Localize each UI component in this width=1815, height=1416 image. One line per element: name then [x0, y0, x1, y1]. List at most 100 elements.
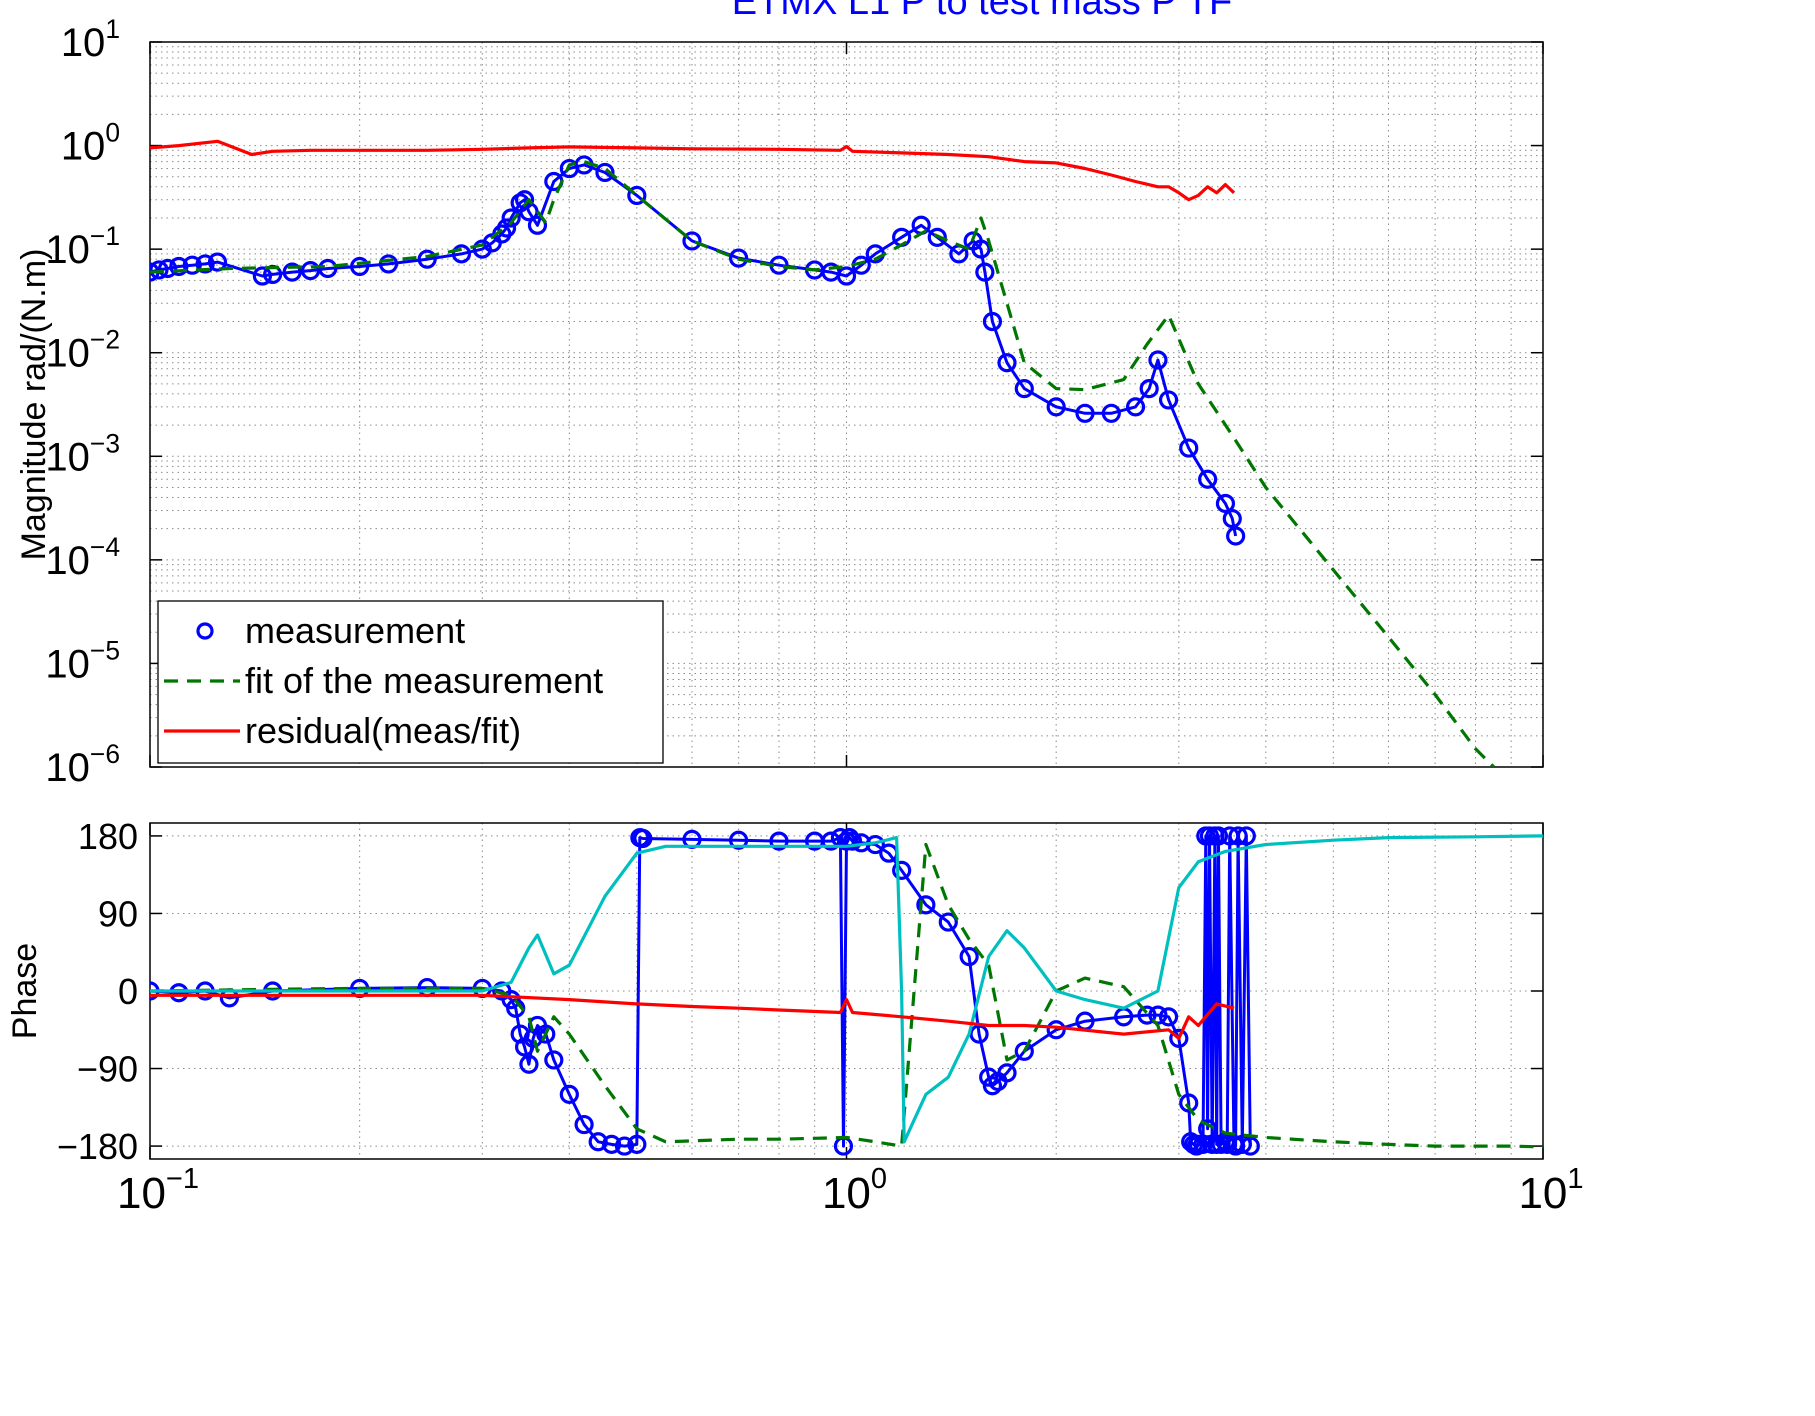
legend: measurement fit of the measurement residua… — [157, 600, 664, 764]
y-tick-label: −90 — [77, 1049, 138, 1090]
measurement-point — [1101, 403, 1121, 423]
measurement-point — [836, 266, 857, 286]
measurement-point — [602, 1134, 622, 1154]
measurement-line — [150, 163, 1238, 537]
measurement-point — [182, 255, 202, 275]
measurement-point — [1228, 826, 1248, 846]
measurement-point — [927, 227, 947, 247]
measurement-point — [1014, 379, 1034, 399]
measurement-point — [1075, 403, 1095, 423]
measurement-point — [207, 252, 228, 272]
measurement-point — [1226, 526, 1246, 546]
series-4-line — [150, 993, 1235, 1041]
y-tick-label: 10−4 — [45, 532, 120, 583]
measurement-point — [519, 202, 539, 222]
y-tick-exp: 0 — [105, 118, 120, 148]
measurement-point — [514, 190, 535, 210]
y-tick-exp: −3 — [90, 428, 120, 458]
measurement-point — [979, 1067, 999, 1087]
measurement-point — [1208, 826, 1229, 846]
measurement-point — [252, 266, 272, 286]
x-tick-base: 10 — [1518, 1169, 1567, 1218]
measurement-point — [997, 1063, 1017, 1083]
figure-title: ETMX L1 P to test mass P TF — [732, 0, 1233, 23]
x-tick-exp: 0 — [871, 1163, 887, 1195]
series-3-line — [150, 834, 1543, 1144]
plot-area — [150, 139, 1495, 767]
measurement-point — [1046, 1020, 1066, 1040]
measurement-point — [282, 262, 302, 282]
measurement-point — [959, 946, 979, 967]
y-tick-label: 10−5 — [45, 635, 120, 686]
measurement-point — [1169, 1028, 1189, 1048]
fit-of-the-measurement-line — [150, 842, 1543, 1149]
x-tick-label: 10−1 — [117, 1163, 199, 1218]
measurement-point — [1046, 397, 1066, 417]
y-tick-exp: −2 — [90, 325, 120, 355]
y-tick-base: 10 — [61, 125, 106, 169]
measurement-point — [536, 1024, 556, 1044]
measurement-point — [195, 254, 215, 274]
residual-meas-fit-line — [150, 139, 1236, 202]
measurement-point — [627, 185, 647, 206]
magnitude-plot: 10110010−110−210−310−410−510−6Magnitude … — [15, 14, 1544, 790]
measurement-point — [614, 1136, 635, 1156]
measurement-point — [938, 912, 958, 932]
measurement-point — [588, 1132, 608, 1152]
y-tick-label: 10−2 — [45, 325, 120, 376]
measurement-point — [1199, 826, 1220, 846]
measurement-point — [729, 248, 749, 268]
y-tick-exp: −4 — [90, 532, 120, 562]
legend-box — [157, 600, 664, 764]
measurement-point — [519, 1054, 539, 1074]
y-axis-label: Phase — [6, 943, 44, 1039]
y-tick-exp: −6 — [90, 739, 120, 769]
measurement-point — [496, 218, 517, 238]
y-tick-label: 90 — [98, 893, 138, 934]
measurement-point — [544, 1050, 564, 1070]
measurement-point — [417, 249, 437, 269]
measurement-point — [1236, 826, 1256, 846]
y-tick-exp: 1 — [105, 14, 120, 44]
measurement-point — [982, 311, 1003, 332]
y-tick-base: 10 — [45, 746, 90, 790]
measurement-point — [1240, 1136, 1260, 1156]
y-tick-exp: −5 — [90, 635, 120, 665]
y-tick-label: 10−1 — [45, 221, 120, 272]
fit-of-the-measurement-line — [150, 160, 1495, 767]
y-tick-label: 100 — [61, 118, 120, 169]
y-tick-base: 10 — [45, 332, 90, 376]
measurement-point — [1179, 1093, 1199, 1113]
measurement-point — [729, 830, 749, 850]
measurement-point — [1198, 469, 1218, 489]
plot-area — [150, 826, 1543, 1156]
y-tick-base: 10 — [45, 539, 90, 583]
y-tick-exp: −1 — [90, 221, 120, 251]
y-axis-label: Magnitude rad/(N.m) — [15, 249, 53, 561]
measurement-point — [1125, 397, 1146, 417]
legend-label: fit of the measurement — [245, 660, 603, 701]
measurement-point — [842, 831, 863, 851]
y-tick-base: 10 — [45, 435, 90, 479]
x-tick-base: 10 — [117, 1169, 166, 1218]
measurement-point — [169, 256, 189, 277]
measurement-legend-marker — [196, 622, 214, 640]
measurement-point — [574, 1114, 594, 1135]
y-tick-label: 180 — [78, 816, 138, 857]
legend-label: measurement — [245, 610, 465, 651]
measurement-point — [1215, 493, 1236, 514]
measurement-point — [997, 353, 1017, 373]
measurement-point — [1232, 1134, 1252, 1154]
x-tick-label: 101 — [1518, 1163, 1583, 1218]
measurement-point — [527, 215, 548, 235]
measurement-point — [559, 1084, 579, 1104]
measurement-point — [975, 262, 995, 282]
grid — [149, 823, 1544, 1159]
y-tick-label: 10−6 — [45, 739, 120, 790]
measurement-point — [169, 983, 189, 1003]
measurement-point — [451, 244, 472, 264]
measurement-point — [682, 231, 702, 251]
measurement-point — [350, 256, 370, 277]
